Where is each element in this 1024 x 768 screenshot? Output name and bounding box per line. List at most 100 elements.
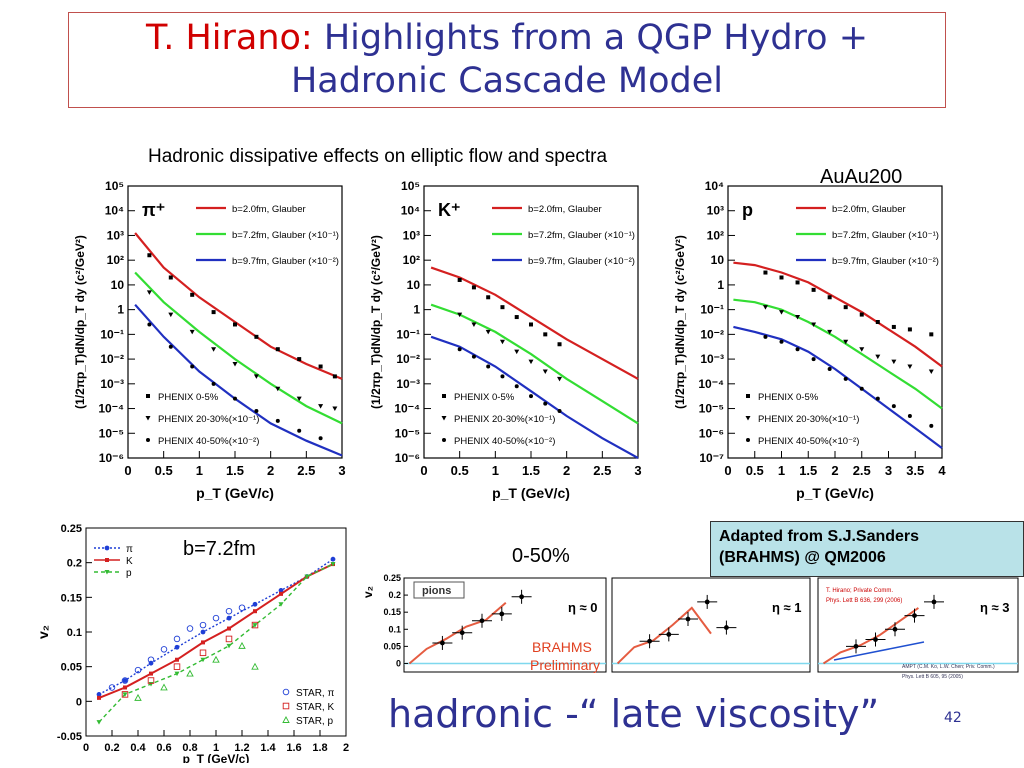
y-tick-label: 0.05 (383, 641, 401, 651)
legend-entry: b=9.7fm, Glauber (×10⁻²) (232, 256, 339, 267)
adapted-from-note: Adapted from S.J.Sanders (BRAHMS) @ QM20… (710, 521, 1024, 577)
v2-point (330, 562, 336, 567)
phenix-point (843, 305, 848, 310)
legend-marker (146, 394, 150, 398)
phenix-point (779, 339, 784, 344)
star-point (225, 607, 233, 615)
v2-point (200, 629, 206, 635)
eta-label: η ≈ 1 (772, 600, 802, 615)
pions-label: pions (422, 585, 451, 597)
slide-subtitle: Hadronic dissipative effects on elliptic… (148, 146, 608, 167)
legend-entry: PHENIX 20-30%(×10⁻¹) (454, 414, 555, 425)
phenix-point (500, 374, 505, 379)
phenix-point (843, 339, 849, 345)
x-tick-label: 1.5 (799, 463, 817, 478)
star-point (160, 683, 168, 691)
y-tick-label: 10⁻⁵ (99, 426, 124, 440)
y-tick-label: 10⁻⁵ (395, 426, 420, 440)
phenix-point (529, 322, 533, 327)
phenix-point (275, 386, 281, 392)
legend-entry: PHENIX 0-5% (454, 392, 515, 403)
plot-frame (423, 185, 639, 459)
phenix-point (859, 347, 865, 352)
legend-entry: PHENIX 40-50%(×10⁻²) (758, 436, 859, 447)
x-tick-label: 0.5 (746, 463, 764, 478)
legend-marker (105, 558, 109, 562)
y-tick-label: 10⁻² (396, 352, 420, 366)
model-band (616, 606, 712, 665)
y-tick-label: 0 (76, 696, 82, 708)
phenix-point (929, 332, 934, 337)
particle-label: p (742, 200, 753, 220)
v2-point (122, 678, 128, 683)
v2-point (200, 657, 206, 663)
y-tick-label: 10⁻⁶ (99, 451, 124, 465)
reference-note: T. Hirano; Private Comm. (826, 588, 893, 594)
brahms-point (873, 637, 878, 642)
legend-entry: b=2.0fm, Glauber (232, 204, 306, 215)
x-tick-label: 2 (267, 463, 274, 478)
legend-marker (282, 716, 290, 723)
y-tick-label: 10² (403, 253, 420, 267)
title-box: T. Hirano: Highlights from a QGP Hydro +… (68, 12, 946, 108)
phenix-point (762, 305, 768, 310)
y-axis-label: (1/2πp_T)dN/dp_T dy (c²/GeV²) (369, 235, 383, 409)
hydro-curve (733, 325, 943, 449)
y-tick-label: 10⁻⁶ (699, 426, 724, 440)
star-point (238, 604, 246, 611)
phenix-point (843, 376, 848, 381)
y-axis-label: (1/2πp_T)dN/dp_T dy (c²/GeV²) (73, 235, 87, 409)
brahms-point (853, 643, 859, 649)
legend-entry: STAR, p (296, 716, 333, 727)
v2-point (253, 609, 257, 614)
v2-curve (98, 558, 334, 696)
phenix-point (514, 384, 519, 389)
phenix-point (795, 315, 801, 320)
legend-entry: b=9.7fm, Glauber (×10⁻²) (528, 256, 635, 267)
brahms-point (499, 611, 505, 617)
v2-curve (98, 563, 334, 723)
y-tick-label: 0.2 (388, 590, 401, 600)
x-tick-label: 0.2 (104, 742, 119, 754)
v2-point (252, 601, 258, 607)
phenix-point (557, 409, 562, 414)
y-tick-label: 10⁴ (105, 204, 124, 218)
phenix-point (168, 344, 173, 349)
phenix-point (907, 327, 912, 332)
phenix-point (486, 364, 491, 369)
y-tick-label: 10⁻¹ (396, 327, 420, 341)
phenix-point (542, 369, 548, 374)
phenix-point (827, 329, 833, 335)
x-tick-label: 2 (563, 463, 570, 478)
adapted-line1: Adapted from S.J.Sanders (719, 528, 920, 545)
system-label: AuAu200 (820, 166, 903, 188)
phenix-point (275, 418, 280, 423)
x-tick-label: 0 (724, 463, 731, 478)
legend-entry: π (126, 544, 133, 555)
phenix-point (763, 334, 768, 339)
phenix-point (332, 374, 337, 379)
v2-point (201, 640, 205, 645)
legend-entry: b=9.7fm, Glauber (×10⁻²) (832, 256, 939, 267)
legend-marker (145, 416, 151, 421)
star-point (173, 663, 181, 670)
x-tick-label: 1.2 (234, 742, 249, 754)
v2-point (123, 685, 127, 690)
v2-point (278, 602, 284, 607)
phenix-point (500, 305, 505, 310)
phenix-point (147, 322, 152, 327)
phenix-point (557, 376, 563, 382)
phenix-point (211, 310, 216, 315)
impact-parameter-label: b=7.2fm (183, 538, 256, 560)
y-tick-label: 10⁴ (705, 179, 724, 193)
phenix-point (859, 386, 864, 391)
centrality-label: 0-50% (512, 545, 570, 567)
hydro-curve (430, 266, 639, 380)
v2-point (226, 643, 232, 649)
brahms-point (479, 618, 485, 624)
brahms-point (666, 632, 672, 637)
y-tick-label: 0.1 (388, 624, 401, 634)
phenix-point (318, 436, 323, 441)
title-author: T. Hirano: (145, 18, 313, 58)
